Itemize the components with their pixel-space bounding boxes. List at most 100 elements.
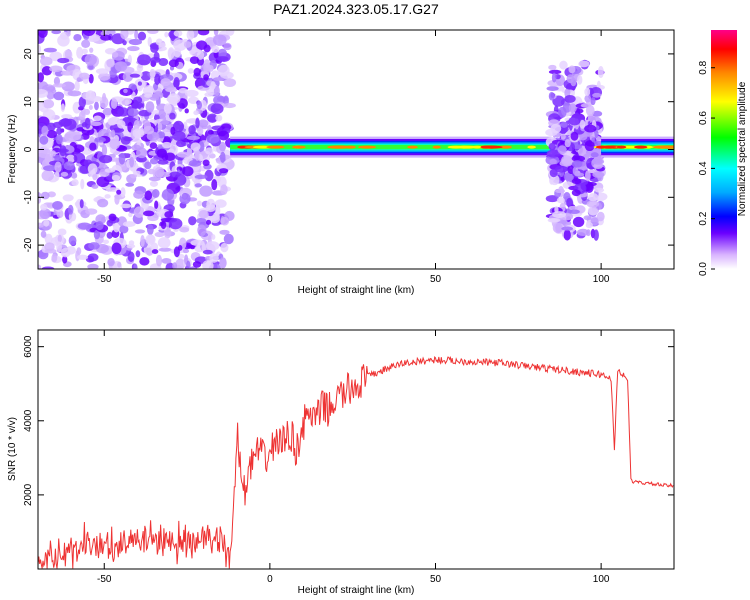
spectrogram-cell (143, 210, 155, 217)
spectrogram-cell (62, 255, 68, 264)
spectrogram-cell (145, 234, 156, 245)
spectrogram-cell (218, 168, 229, 174)
spectrogram-cell (560, 121, 568, 128)
spectrogram-cell (572, 166, 578, 175)
spectrogram-cell (154, 200, 159, 209)
spectrogram-cell (133, 263, 138, 269)
spectrogram-cell (158, 108, 167, 119)
spectrogram-cell (87, 263, 99, 269)
spectrogram-cell (579, 119, 586, 129)
spectrogram-cell (187, 96, 199, 105)
spectrogram-cell (108, 213, 117, 222)
snr-y-tick-label: 6000 (23, 335, 34, 358)
spectrogram-cell (218, 130, 230, 141)
colorbar: 0.0 0.2 0.4 0.6 0.8 Normalized spectral ampl… (698, 30, 748, 276)
spectrogram-cell (181, 192, 188, 200)
spectrogram-cell (133, 190, 145, 199)
spectrogram-cell (193, 110, 199, 116)
spectrogram-cell (102, 107, 113, 116)
spectrogram-cell (107, 117, 117, 126)
spectrogram-cell (205, 241, 220, 251)
spectrogram-cell (593, 229, 599, 241)
spectrogram-cell (120, 30, 129, 40)
spectrogram-cell (146, 224, 154, 236)
spectrogram-cell (569, 209, 580, 214)
spectrogram-cell (192, 261, 202, 268)
spectrogram-cell (186, 260, 191, 269)
spectrogram-cell (566, 197, 573, 208)
spectrogram-cell (216, 56, 229, 62)
spectrogram-cell (578, 60, 590, 68)
spectrogram-cell (111, 174, 121, 182)
spectrogram-cell (127, 108, 139, 117)
spectrogram-cell (120, 203, 132, 209)
spectrogram-cell (560, 133, 566, 140)
colorbar-tick-label: 0.6 (698, 111, 709, 125)
spectrogram-cell (169, 112, 176, 120)
spectrogram-cell (95, 221, 104, 231)
spectrogram-cell (184, 108, 189, 114)
spectrogram-cell (114, 194, 120, 205)
colorbar-tick-label: 0.4 (698, 161, 709, 175)
spectrogram-cell (125, 182, 135, 187)
spectrogram-cell (209, 214, 220, 224)
spectrogram-cell (150, 43, 159, 53)
spectrogram-cell (577, 74, 583, 85)
spectrogram-cell (57, 34, 70, 47)
spectrogram-cell (223, 102, 236, 109)
snr-x-tick-label: 100 (593, 574, 610, 585)
spectrogram-cell (557, 145, 567, 155)
spectrogram-cell (220, 216, 230, 226)
spectrogram-cell (210, 103, 224, 115)
spectrogram-cell (140, 234, 145, 247)
spectrogram-cell (585, 170, 591, 182)
spectrogram-ylabel: Frequency (Hz) (7, 115, 18, 184)
spectrogram-cell (168, 218, 183, 230)
spectrogram-cell (196, 200, 203, 207)
spectrogram-cell (154, 73, 161, 86)
colorbar-gradient (711, 30, 737, 269)
spectrogram-cell (116, 189, 122, 195)
spectrogram-cell (209, 153, 216, 159)
spectrogram-cell (104, 168, 116, 173)
snr-xlabel: Height of straight line (km) (298, 585, 415, 596)
spectrogram-cell (177, 244, 183, 251)
spectrogram-cell (207, 129, 214, 135)
spectrogram-heat-layer (38, 30, 674, 269)
spectrogram-cell (51, 253, 58, 263)
spectrogram-cell (202, 249, 213, 255)
spectrogram-cell (106, 187, 120, 192)
spectrogram-cell (40, 191, 50, 200)
spectrogram-y-tick-label: 10 (23, 96, 34, 108)
spectrogram-cell (559, 60, 568, 70)
spectrogram-cell (198, 140, 205, 153)
spectrogram-cell (549, 158, 557, 165)
spectrogram-cell (94, 101, 99, 111)
colorbar-tick-label: 0.0 (698, 262, 709, 276)
spectrogram-cell (586, 200, 600, 208)
spectrogram-cell (38, 195, 42, 204)
spectrogram-cell (172, 120, 185, 133)
spectrogram-x-tick-label: -50 (97, 274, 112, 285)
spectrogram-cell (198, 209, 209, 219)
spectrogram-cell (54, 161, 62, 173)
spectrogram-cell (219, 257, 227, 269)
spectrogram-cell (161, 141, 172, 149)
spectrogram-cell (127, 46, 140, 52)
spectrogram-cell (38, 72, 44, 83)
spectrogram-cell (597, 66, 604, 78)
spectrogram-cell (38, 264, 42, 269)
spectrogram-cell (182, 248, 190, 254)
spectrogram-cell (173, 47, 182, 58)
spectrogram-peak (616, 145, 627, 149)
spectrogram-ticks: -50 0 50 100 -20 -10 0 10 20 (23, 30, 674, 285)
spectrogram-cell (157, 122, 163, 131)
spectrogram-cell (175, 258, 186, 269)
spectrogram-cell (210, 81, 216, 90)
spectrogram-cell (165, 262, 175, 269)
spectrogram-cell (100, 34, 112, 41)
spectrogram-cell (564, 95, 576, 103)
spectrogram-cell (102, 92, 107, 104)
spectrogram-cell (176, 151, 191, 158)
spectrogram-cell (76, 77, 82, 83)
